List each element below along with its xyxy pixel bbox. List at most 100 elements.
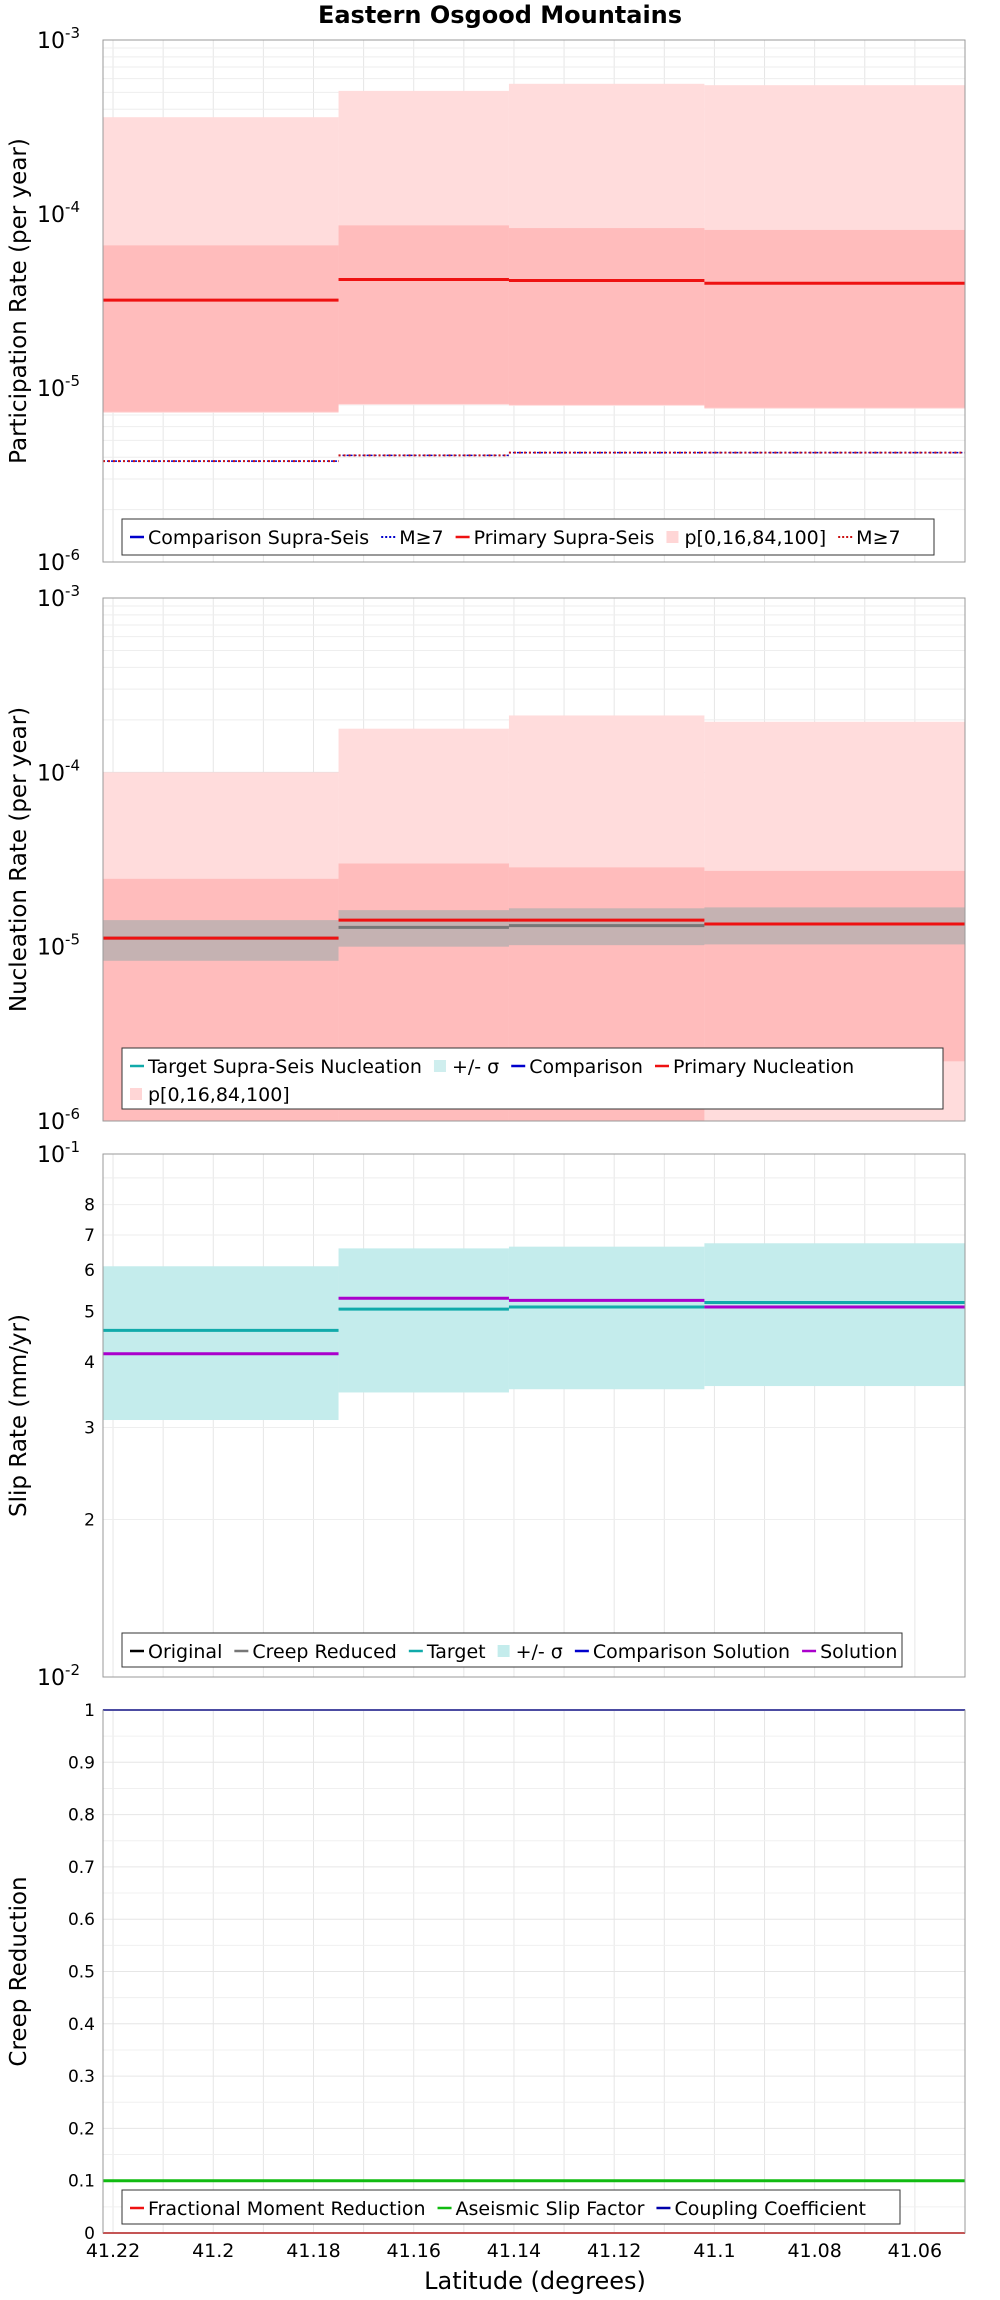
y-tick-label: 10-4 — [37, 198, 80, 228]
legend-swatch — [433, 1060, 446, 1072]
plot-frame — [102, 1709, 966, 2234]
legend-item: Original — [130, 1641, 222, 1663]
legend-box — [121, 518, 935, 556]
y-tick-label: 0.1 — [68, 2172, 95, 2192]
x-tick-label: 41.18 — [286, 2240, 340, 2262]
legend-item: +/- σ — [433, 1056, 499, 1078]
y-tick-label: 3 — [84, 1418, 95, 1438]
y-tick-label: 10-4 — [37, 756, 80, 786]
legend-label: +/- σ — [516, 1641, 563, 1663]
y-tick-label: 10-3 — [37, 24, 80, 54]
plot-frame — [102, 39, 966, 563]
legend-swatch — [666, 531, 679, 543]
y-tick-label: 10-2 — [37, 1661, 80, 1691]
y-tick-label: 2 — [84, 1511, 95, 1531]
x-tick-label: 41.14 — [487, 2240, 541, 2262]
panel-nucleation: 10-6 10-5 10-4 10-3 Nucleation Rate (per yea… — [6, 582, 966, 1135]
legend-label: Target Supra-Seis Nucleation — [147, 1056, 422, 1078]
legend-swatch — [497, 1645, 510, 1657]
legend-item: Creep Reduced — [234, 1641, 397, 1663]
x-tick-label: 41.12 — [587, 2240, 641, 2262]
legend-label: M≥7 — [856, 527, 900, 549]
legend-label: M≥7 — [399, 527, 443, 549]
legend-item: Fractional Moment Reduction — [130, 2198, 426, 2220]
legend-box — [121, 2189, 901, 2225]
y-tick-label: 0 — [84, 2224, 95, 2244]
legend-item: +/- σ — [497, 1641, 563, 1663]
x-axis-label: Latitude (degrees) — [424, 2267, 646, 2295]
plot-frame — [102, 1153, 966, 1678]
legend-label: Creep Reduced — [252, 1641, 396, 1663]
legend-item: Primary Nucleation — [654, 1056, 854, 1078]
y-tick-label: 10-6 — [37, 1105, 80, 1135]
y-tick-label: 0.7 — [68, 1858, 95, 1878]
legend-box — [121, 1047, 944, 1110]
panel-creep: 0 0.1 0.2 0.3 0.4 0.5 0.6 0.7 0.8 0.9 1 Creep Reduc… — [6, 1701, 966, 2244]
legend-label: Fractional Moment Reduction — [148, 2198, 426, 2220]
sigma-band — [508, 1246, 705, 1390]
legend-label: Comparison — [529, 1056, 643, 1078]
legend-item: Primary Supra-Seis — [455, 527, 655, 549]
legend-label: Comparison Solution — [593, 1641, 790, 1663]
y-tick-label: 0.2 — [68, 2119, 95, 2139]
percentile-band-inner — [103, 245, 339, 412]
legend-item: Comparison — [511, 1056, 643, 1078]
sigma-band — [103, 920, 339, 961]
x-tick-label: 41.22 — [86, 2240, 140, 2262]
legend-item: Solution — [802, 1641, 897, 1663]
percentile-band-inner — [704, 870, 965, 1062]
x-tick-label: 41.1 — [693, 2240, 735, 2262]
y-tick-label: 0.3 — [68, 2067, 95, 2087]
legend-item: Target — [408, 1641, 486, 1663]
y-tick-label: 5 — [84, 1302, 95, 1322]
legend-label: Target — [426, 1641, 486, 1663]
legend: Fractional Moment Reduction Aseismic Slip… — [121, 2189, 901, 2225]
y-tick-label: 0.6 — [68, 1910, 95, 1930]
legend-label: p[0,16,84,100] — [684, 527, 826, 549]
legend-label: Primary Nucleation — [673, 1056, 854, 1078]
legend: Original Creep Reduced Target +/- σ Comparis… — [121, 1632, 903, 1668]
y-tick-label: 4 — [84, 1353, 95, 1373]
grid — [103, 1709, 966, 2234]
legend-label: p[0,16,84,100] — [148, 1084, 290, 1106]
legend-item: Target Supra-Seis Nucleation — [130, 1056, 422, 1078]
plot-frame — [102, 597, 966, 1122]
chart-title: Eastern Osgood Mountains — [318, 1, 682, 29]
legend-label: Solution — [820, 1641, 897, 1663]
x-tick-label: 41.2 — [192, 2240, 234, 2262]
y-tick-label: 0.9 — [68, 1753, 95, 1773]
x-tick-label: 41.06 — [888, 2240, 942, 2262]
legend-item: Comparison Solution — [574, 1641, 790, 1663]
sigma-band — [704, 907, 965, 945]
panel-sliprate: 10-2 2 3 4 5 6 7 8 10-1 Slip Rate (mm/yr) Original… — [6, 1138, 966, 1691]
x-tick-label: 41.08 — [787, 2240, 841, 2262]
legend-item: Comparison Supra-Seis — [130, 527, 369, 549]
plots-container: 10-6 10-5 10-4 10-3 Participation Rate (per … — [6, 24, 966, 2262]
x-tick-label: 41.16 — [387, 2240, 441, 2262]
y-axis-label: Participation Rate (per year) — [6, 138, 32, 464]
y-tick-label: 0.5 — [68, 1963, 95, 1983]
y-tick-label: 6 — [84, 1261, 95, 1281]
sigma-band — [103, 1266, 339, 1421]
legend-label: Coupling Coefficient — [674, 2198, 866, 2220]
legend-label: +/- σ — [452, 1056, 499, 1078]
y-axis-label: Creep Reduction — [6, 1876, 32, 2066]
legend: Target Supra-Seis Nucleation +/- σ Compari… — [121, 1047, 944, 1110]
y-tick-label: 10-1 — [37, 1138, 80, 1168]
legend-swatch — [130, 1088, 142, 1100]
y-tick-label: 10-5 — [37, 931, 80, 961]
y-tick-label: 10-3 — [37, 582, 80, 612]
percentile-band-inner — [704, 229, 965, 408]
y-tick-label: 8 — [84, 1196, 95, 1216]
legend-label: Aseismic Slip Factor — [456, 2198, 645, 2220]
legend-item: Aseismic Slip Factor — [437, 2198, 645, 2220]
y-tick-label: 1 — [84, 1701, 95, 1721]
legend-label: Primary Supra-Seis — [474, 527, 655, 549]
percentile-band-inner — [508, 228, 705, 405]
y-axis-label: Slip Rate (mm/yr) — [6, 1314, 32, 1517]
x-axis-ticks: 41.22 41.2 41.18 41.16 41.14 41.12 41.1 41.08 41… — [86, 2240, 942, 2262]
sigma-band — [338, 1248, 509, 1393]
y-tick-label: 7 — [84, 1226, 95, 1246]
